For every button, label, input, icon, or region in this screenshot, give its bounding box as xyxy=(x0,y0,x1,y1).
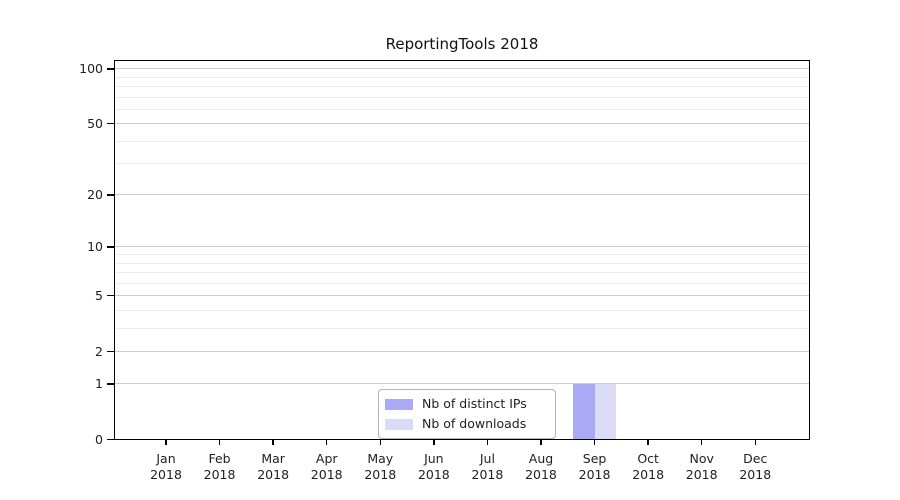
bar-downloads xyxy=(594,383,617,440)
y-tick-mark xyxy=(107,350,114,352)
y-minor-gridline xyxy=(114,327,810,329)
x-tick-label: Jun 2018 xyxy=(417,451,450,482)
y-tick-mark xyxy=(107,68,114,70)
x-tick-mark xyxy=(218,440,221,445)
y-tick-mark xyxy=(107,383,114,385)
y-minor-gridline xyxy=(114,262,810,264)
y-minor-gridline xyxy=(114,86,810,88)
chart-title: ReportingTools 2018 xyxy=(385,35,539,53)
y-tick-label: 0 xyxy=(95,432,103,447)
y-major-gridline xyxy=(114,246,810,248)
y-minor-gridline xyxy=(114,76,810,78)
x-tick-mark xyxy=(700,440,703,445)
y-tick-mark xyxy=(107,194,114,196)
x-tick-label: Jul 2018 xyxy=(471,451,504,482)
y-minor-gridline xyxy=(114,163,810,165)
y-minor-gridline xyxy=(114,140,810,142)
y-minor-gridline xyxy=(114,254,810,256)
y-tick-label: 100 xyxy=(79,61,103,77)
x-tick-mark xyxy=(754,440,757,445)
x-tick-label: Aug 2018 xyxy=(525,451,557,482)
y-tick-mark xyxy=(107,438,114,441)
y-tick-label: 50 xyxy=(87,116,103,132)
y-major-gridline xyxy=(114,350,810,352)
x-tick-label: Jan 2018 xyxy=(150,451,182,482)
y-tick-label: 1 xyxy=(95,376,103,392)
y-minor-gridline xyxy=(114,96,810,98)
x-tick-label: Oct 2018 xyxy=(632,451,665,482)
legend: Nb of distinct IPs Nb of downloads xyxy=(378,389,556,439)
y-tick-mark xyxy=(107,294,114,297)
x-tick-mark xyxy=(433,440,435,445)
y-major-gridline xyxy=(114,295,810,297)
y-tick-label: 20 xyxy=(87,187,103,203)
y-major-gridline xyxy=(114,194,810,196)
y-tick-mark xyxy=(107,122,114,125)
y-major-gridline xyxy=(114,383,810,385)
y-tick-label: 2 xyxy=(95,343,103,359)
bar-distinct-ips xyxy=(573,383,595,440)
legend-item-downloads: Nb of downloads xyxy=(385,416,547,432)
y-minor-gridline xyxy=(114,108,810,110)
y-minor-gridline xyxy=(114,282,810,284)
x-tick-mark xyxy=(272,440,274,445)
x-tick-label: May 2018 xyxy=(364,451,397,482)
x-tick-mark xyxy=(647,440,649,445)
x-tick-mark xyxy=(379,440,382,445)
x-tick-mark xyxy=(593,440,596,445)
legend-label-distinct-ips: Nb of distinct IPs xyxy=(422,396,527,411)
y-tick-label: 5 xyxy=(95,288,103,304)
legend-swatch-distinct-ips-icon xyxy=(385,398,413,410)
y-minor-gridline xyxy=(114,271,810,273)
y-major-gridline xyxy=(114,68,810,70)
x-tick-label: Sep 2018 xyxy=(578,451,611,482)
x-tick-label: Feb 2018 xyxy=(203,451,236,482)
legend-label-downloads: Nb of downloads xyxy=(422,416,527,431)
legend-item-distinct-ips: Nb of distinct IPs xyxy=(385,396,547,412)
x-tick-label: Nov 2018 xyxy=(685,451,718,482)
x-tick-mark xyxy=(486,440,489,445)
y-major-gridline xyxy=(114,123,810,125)
y-tick-mark xyxy=(107,246,114,248)
x-tick-mark xyxy=(540,440,542,445)
y-tick-label: 10 xyxy=(87,239,103,255)
x-tick-mark xyxy=(165,440,167,445)
x-tick-mark xyxy=(325,440,328,445)
x-tick-label: Dec 2018 xyxy=(739,451,772,482)
legend-swatch-downloads-icon xyxy=(385,418,413,430)
y-minor-gridline xyxy=(114,309,810,311)
x-tick-label: Mar 2018 xyxy=(257,451,290,482)
x-tick-label: Apr 2018 xyxy=(310,451,343,482)
